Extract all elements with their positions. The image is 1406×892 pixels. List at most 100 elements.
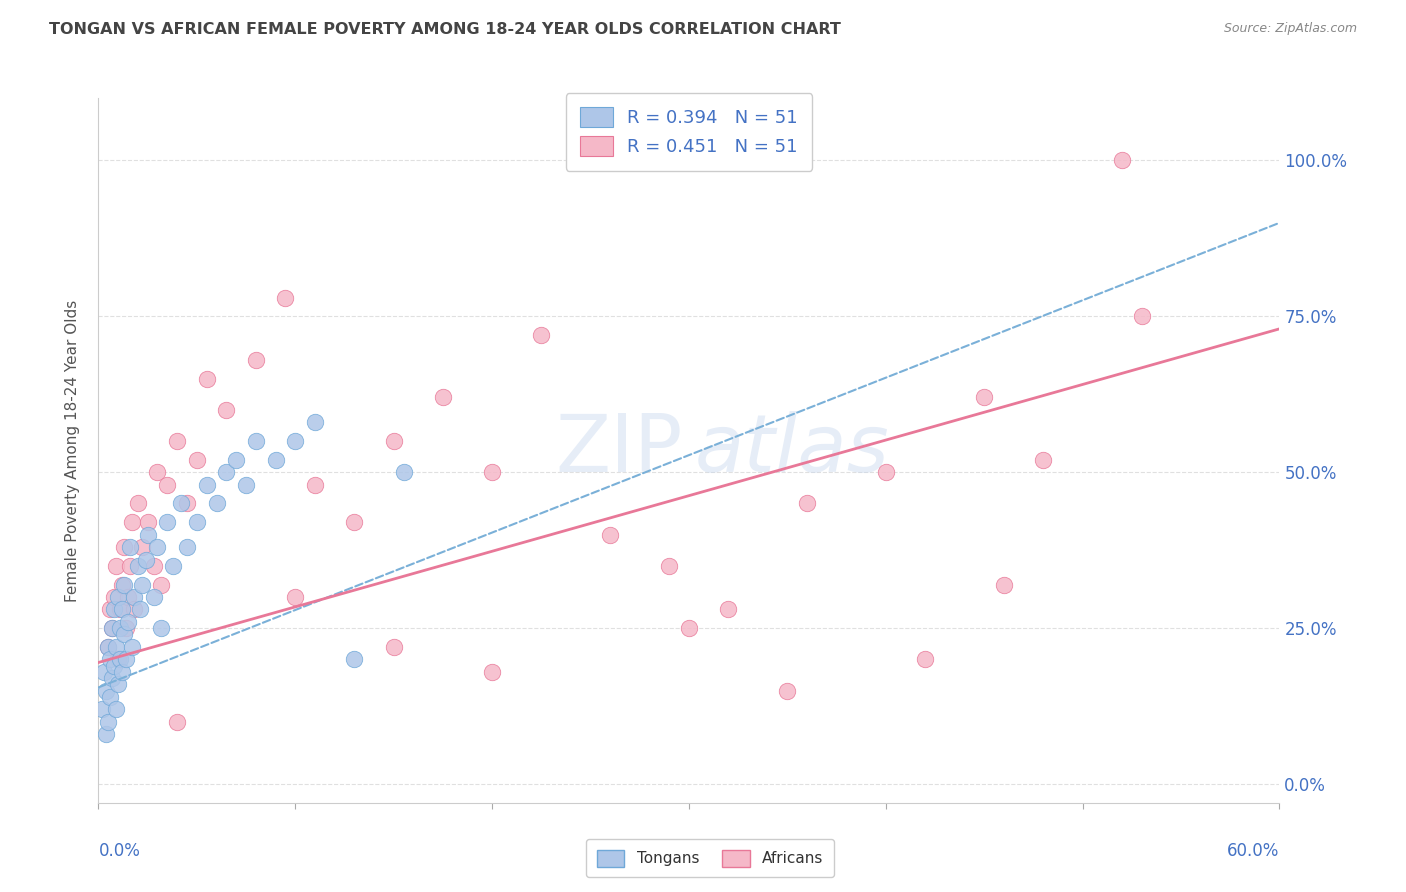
Text: TONGAN VS AFRICAN FEMALE POVERTY AMONG 18-24 YEAR OLDS CORRELATION CHART: TONGAN VS AFRICAN FEMALE POVERTY AMONG 1…	[49, 22, 841, 37]
Point	[146, 465, 169, 479]
Point	[162, 558, 184, 573]
Point	[776, 683, 799, 698]
Point	[186, 515, 208, 529]
Point	[166, 714, 188, 729]
Legend: R = 0.394   N = 51, R = 0.451   N = 51: R = 0.394 N = 51, R = 0.451 N = 51	[565, 93, 813, 170]
Point	[284, 590, 307, 604]
Text: 0.0%: 0.0%	[98, 841, 141, 860]
Point	[131, 577, 153, 591]
Point	[111, 602, 134, 616]
Point	[108, 652, 131, 666]
Point	[135, 552, 157, 566]
Point	[176, 540, 198, 554]
Point	[127, 496, 149, 510]
Point	[105, 558, 128, 573]
Point	[304, 477, 326, 491]
Point	[108, 621, 131, 635]
Point	[1130, 310, 1153, 324]
Point	[146, 540, 169, 554]
Point	[91, 702, 114, 716]
Point	[343, 515, 366, 529]
Point	[432, 391, 454, 405]
Point	[97, 640, 120, 654]
Point	[142, 590, 165, 604]
Point	[156, 477, 179, 491]
Point	[117, 615, 139, 629]
Point	[136, 527, 159, 541]
Point	[101, 671, 124, 685]
Point	[101, 621, 124, 635]
Point	[678, 621, 700, 635]
Point	[481, 665, 503, 679]
Point	[118, 540, 141, 554]
Point	[122, 602, 145, 616]
Point	[304, 416, 326, 430]
Point	[121, 515, 143, 529]
Point	[128, 602, 150, 616]
Point	[993, 577, 1015, 591]
Text: 60.0%: 60.0%	[1227, 841, 1279, 860]
Point	[107, 590, 129, 604]
Point	[150, 621, 173, 635]
Point	[118, 558, 141, 573]
Point	[392, 465, 415, 479]
Point	[186, 452, 208, 467]
Point	[111, 577, 134, 591]
Point	[235, 477, 257, 491]
Point	[382, 640, 405, 654]
Point	[111, 665, 134, 679]
Point	[97, 640, 120, 654]
Text: Source: ZipAtlas.com: Source: ZipAtlas.com	[1223, 22, 1357, 36]
Point	[112, 577, 135, 591]
Point	[205, 496, 228, 510]
Point	[245, 434, 267, 449]
Point	[195, 372, 218, 386]
Point	[658, 558, 681, 573]
Point	[170, 496, 193, 510]
Y-axis label: Female Poverty Among 18-24 Year Olds: Female Poverty Among 18-24 Year Olds	[65, 300, 80, 601]
Point	[96, 683, 118, 698]
Point	[195, 477, 218, 491]
Point	[796, 496, 818, 510]
Point	[103, 602, 125, 616]
Point	[107, 652, 129, 666]
Point	[382, 434, 405, 449]
Point	[105, 640, 128, 654]
Point	[122, 590, 145, 604]
Point	[105, 702, 128, 716]
Point	[150, 577, 173, 591]
Point	[156, 515, 179, 529]
Point	[264, 452, 287, 467]
Point	[127, 558, 149, 573]
Point	[481, 465, 503, 479]
Point	[107, 677, 129, 691]
Point	[215, 403, 238, 417]
Point	[93, 665, 115, 679]
Point	[136, 515, 159, 529]
Point	[599, 527, 621, 541]
Point	[914, 652, 936, 666]
Text: ZIP: ZIP	[555, 411, 683, 490]
Point	[112, 540, 135, 554]
Point	[717, 602, 740, 616]
Point	[176, 496, 198, 510]
Point	[225, 452, 247, 467]
Point	[530, 328, 553, 343]
Point	[875, 465, 897, 479]
Point	[121, 640, 143, 654]
Point	[115, 652, 138, 666]
Point	[142, 558, 165, 573]
Point	[98, 602, 121, 616]
Point	[103, 658, 125, 673]
Point	[284, 434, 307, 449]
Point	[343, 652, 366, 666]
Point	[97, 714, 120, 729]
Point	[103, 590, 125, 604]
Point	[245, 353, 267, 368]
Point	[274, 291, 297, 305]
Point	[1111, 153, 1133, 168]
Point	[166, 434, 188, 449]
Point	[98, 652, 121, 666]
Point	[131, 540, 153, 554]
Point	[973, 391, 995, 405]
